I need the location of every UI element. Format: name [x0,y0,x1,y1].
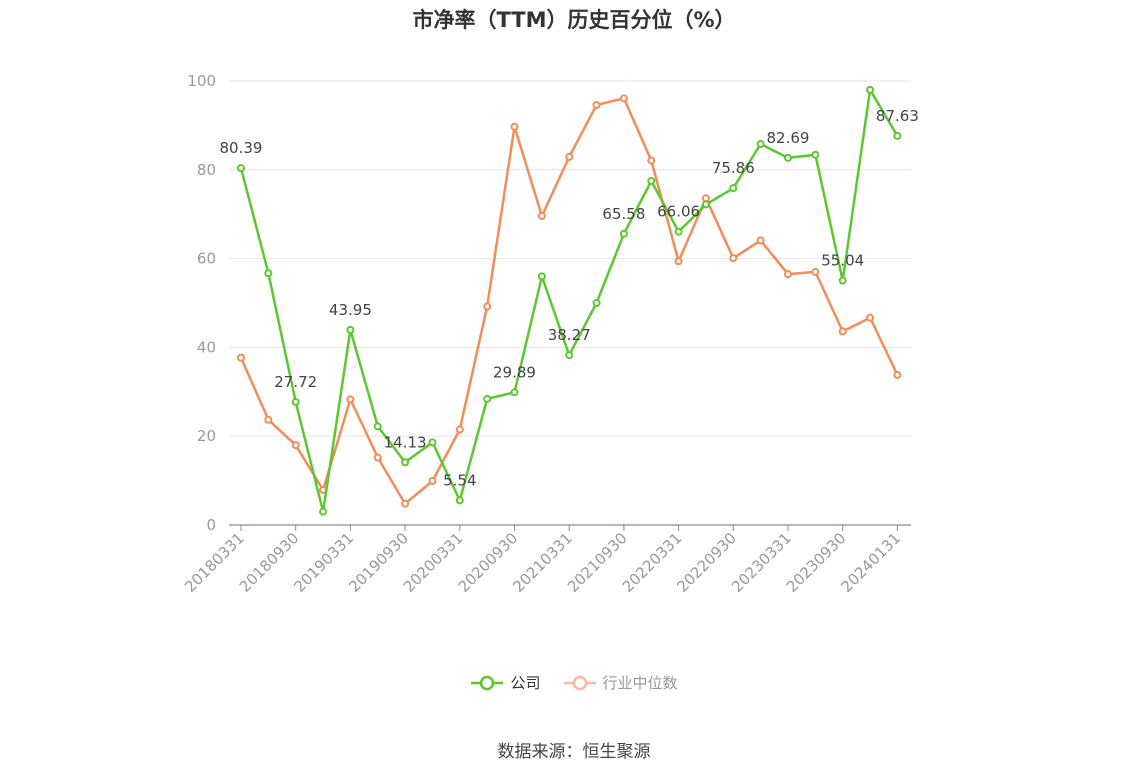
data-label: 27.72 [274,373,317,391]
data-point [784,153,792,162]
data-point [346,325,355,334]
data-label: 14.13 [384,433,427,451]
data-point [647,176,656,185]
data-point [592,100,601,109]
data-point [592,299,601,307]
data-labels: 80.39 27.72 43.95 14.13 5.54 29.89 38.27 65.58 6… [220,107,919,489]
data-point [537,211,546,220]
data-source: 数据来源：恒生聚源 [497,742,651,762]
y-tick-label: 0 [206,516,216,534]
data-point [373,422,382,431]
data-point [811,267,820,276]
data-point [264,415,273,424]
series-lines [237,85,902,516]
data-point [291,397,300,406]
y-tick-label: 40 [197,338,216,356]
data-point [838,276,847,285]
data-point [729,254,738,263]
data-label: 87.63 [876,107,919,125]
data-point [729,184,738,193]
data-label: 65.58 [602,205,645,223]
data-point [428,477,437,486]
data-label: 80.39 [220,139,263,157]
data-label: 66.06 [657,203,700,221]
data-point [701,194,710,203]
data-point [455,425,464,434]
data-point [346,395,355,404]
data-point [483,394,492,403]
data-point [510,122,519,131]
data-point [565,152,574,161]
chart-title: 市净率（TTM）历史百分位（%） [412,8,736,32]
y-tick-label: 80 [197,161,216,179]
y-tick-label: 60 [197,250,216,268]
legend-item-industry[interactable]: 行业中位数 [563,672,678,693]
data-point [510,388,519,397]
data-point [866,85,875,94]
data-point [483,302,492,311]
data-label: 29.89 [493,363,536,381]
data-point [455,496,464,505]
axes: 0204060801002018033120180930201903312019… [181,72,911,596]
y-tick-label: 20 [197,427,216,445]
data-point [893,370,902,379]
data-point [619,229,628,238]
data-point [237,353,245,362]
legend: 公司 行业中位数 [0,672,1148,693]
legend-item-company[interactable]: 公司 [470,672,541,693]
data-point [674,227,683,236]
data-point [237,164,245,173]
legend-line-circle-icon [471,675,504,690]
y-tick-label: 100 [187,72,216,90]
data-point [893,131,902,140]
data-point [811,150,820,159]
data-label: 43.95 [329,301,372,319]
data-point [756,140,765,149]
data-point [291,441,300,450]
data-point [565,351,574,360]
data-point [373,453,382,462]
data-point [701,200,710,209]
data-point [756,236,765,245]
legend-label-company: 公司 [510,674,541,692]
data-point [428,438,437,447]
data-point [866,313,875,322]
data-label: 82.69 [767,129,810,147]
data-point [838,327,847,336]
data-label: 75.86 [712,159,755,177]
legend-label-industry: 行业中位数 [602,674,678,692]
data-point [401,499,410,508]
data-point [537,272,546,281]
data-point [401,458,410,467]
data-label: 55.04 [821,252,864,270]
data-point [674,257,683,266]
legend-line-circle-icon [563,675,596,690]
data-point [784,270,792,279]
x-tick-label: 20240131 [838,529,905,596]
data-point [619,94,628,103]
data-point [647,156,656,165]
grid-lines [229,80,911,437]
data-label: 5.54 [443,471,476,489]
data-point [264,269,273,278]
data-label: 38.27 [548,326,591,344]
data-point [319,507,328,516]
